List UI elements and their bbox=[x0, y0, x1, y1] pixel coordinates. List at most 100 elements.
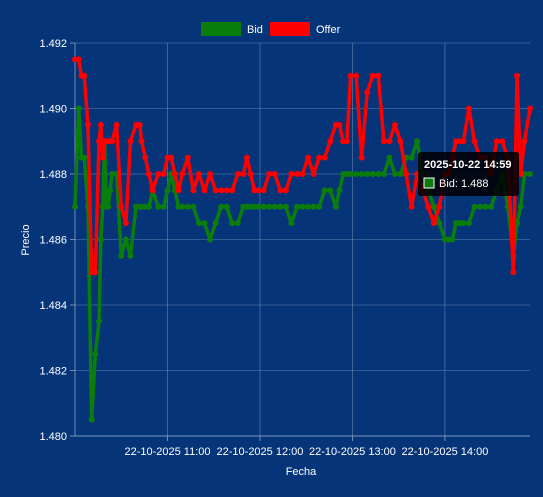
data-point-bid[interactable] bbox=[310, 203, 317, 210]
data-point-bid[interactable] bbox=[145, 203, 152, 210]
data-point-offer[interactable] bbox=[369, 72, 376, 79]
data-point-offer[interactable] bbox=[127, 138, 134, 145]
data-point-bid[interactable] bbox=[380, 171, 387, 177]
data-point-bid[interactable] bbox=[414, 138, 421, 145]
data-point-offer[interactable] bbox=[201, 187, 208, 194]
data-point-bid[interactable] bbox=[97, 236, 104, 243]
data-point-bid[interactable] bbox=[81, 154, 88, 161]
data-point-bid[interactable] bbox=[271, 203, 278, 210]
data-point-bid[interactable] bbox=[386, 154, 393, 161]
data-point-offer[interactable] bbox=[118, 203, 125, 210]
data-point-bid[interactable] bbox=[436, 220, 443, 227]
data-point-offer[interactable] bbox=[517, 171, 524, 177]
data-point-bid[interactable] bbox=[305, 203, 312, 210]
data-point-offer[interactable] bbox=[218, 187, 225, 194]
data-point-offer[interactable] bbox=[244, 154, 251, 161]
data-point-bid[interactable] bbox=[72, 203, 78, 210]
data-point-offer[interactable] bbox=[375, 72, 382, 79]
data-point-offer[interactable] bbox=[96, 138, 103, 145]
data-point-offer[interactable] bbox=[321, 154, 328, 161]
data-point-bid[interactable] bbox=[391, 171, 398, 177]
data-point-offer[interactable] bbox=[403, 171, 410, 177]
data-point-offer[interactable] bbox=[436, 203, 443, 210]
data-point-offer[interactable] bbox=[168, 154, 175, 161]
data-point-offer[interactable] bbox=[212, 187, 219, 194]
data-point-offer[interactable] bbox=[386, 138, 393, 145]
data-point-offer[interactable] bbox=[271, 171, 278, 177]
data-point-bid[interactable] bbox=[299, 203, 306, 210]
data-point-bid[interactable] bbox=[465, 220, 472, 227]
data-point-offer[interactable] bbox=[175, 187, 182, 194]
data-point-bid[interactable] bbox=[118, 252, 125, 259]
data-point-offer[interactable] bbox=[471, 138, 478, 145]
data-point-bid[interactable] bbox=[332, 203, 339, 210]
data-point-offer[interactable] bbox=[266, 171, 273, 177]
data-point-bid[interactable] bbox=[201, 220, 208, 227]
data-point-bid[interactable] bbox=[92, 351, 99, 358]
data-point-bid[interactable] bbox=[293, 203, 300, 210]
data-point-bid[interactable] bbox=[449, 236, 456, 243]
data-point-offer[interactable] bbox=[391, 121, 398, 128]
data-point-bid[interactable] bbox=[164, 187, 171, 194]
data-point-offer[interactable] bbox=[293, 171, 300, 177]
data-point-offer[interactable] bbox=[223, 187, 230, 194]
data-point-bid[interactable] bbox=[207, 236, 214, 243]
data-point-offer[interactable] bbox=[465, 105, 472, 112]
data-point-offer[interactable] bbox=[255, 187, 262, 194]
data-point-bid[interactable] bbox=[358, 171, 365, 177]
data-point-bid[interactable] bbox=[375, 171, 382, 177]
data-point-offer[interactable] bbox=[195, 171, 202, 177]
data-point-offer[interactable] bbox=[171, 171, 178, 177]
data-point-offer[interactable] bbox=[122, 220, 129, 227]
data-point-offer[interactable] bbox=[97, 121, 104, 128]
data-point-offer[interactable] bbox=[347, 72, 354, 79]
data-point-offer[interactable] bbox=[527, 105, 533, 112]
data-point-bid[interactable] bbox=[277, 203, 284, 210]
data-point-bid[interactable] bbox=[266, 203, 273, 210]
data-point-bid[interactable] bbox=[517, 203, 524, 210]
data-point-bid[interactable] bbox=[364, 171, 371, 177]
data-point-offer[interactable] bbox=[142, 154, 149, 161]
data-point-bid[interactable] bbox=[430, 203, 437, 210]
data-point-offer[interactable] bbox=[277, 187, 284, 194]
data-point-offer[interactable] bbox=[282, 187, 289, 194]
data-point-offer[interactable] bbox=[81, 72, 88, 79]
data-point-bid[interactable] bbox=[160, 203, 167, 210]
data-point-offer[interactable] bbox=[460, 138, 467, 145]
data-point-offer[interactable] bbox=[240, 171, 247, 177]
data-point-bid[interactable] bbox=[75, 105, 82, 112]
data-point-offer[interactable] bbox=[207, 171, 214, 177]
data-point-bid[interactable] bbox=[184, 203, 191, 210]
data-point-bid[interactable] bbox=[282, 203, 289, 210]
data-point-bid[interactable] bbox=[288, 220, 295, 227]
data-point-offer[interactable] bbox=[108, 138, 115, 145]
data-point-offer[interactable] bbox=[430, 220, 437, 227]
data-point-bid[interactable] bbox=[105, 203, 112, 210]
legend-item-offer[interactable]: Offer bbox=[270, 22, 341, 36]
legend[interactable]: Bid Offer bbox=[201, 22, 341, 36]
data-point-bid[interactable] bbox=[190, 203, 197, 210]
data-point-bid[interactable] bbox=[223, 203, 230, 210]
data-point-offer[interactable] bbox=[113, 121, 120, 128]
data-point-bid[interactable] bbox=[327, 187, 334, 194]
data-point-bid[interactable] bbox=[155, 203, 162, 210]
data-point-bid[interactable] bbox=[255, 203, 262, 210]
data-point-bid[interactable] bbox=[107, 187, 114, 194]
data-point-offer[interactable] bbox=[75, 56, 82, 63]
data-point-offer[interactable] bbox=[184, 154, 191, 161]
data-point-offer[interactable] bbox=[510, 269, 517, 276]
data-point-offer[interactable] bbox=[229, 187, 236, 194]
data-point-bid[interactable] bbox=[397, 171, 404, 177]
data-point-bid[interactable] bbox=[488, 203, 495, 210]
data-point-bid[interactable] bbox=[321, 187, 328, 194]
data-point-bid[interactable] bbox=[477, 203, 484, 210]
data-point-offer[interactable] bbox=[521, 138, 528, 145]
data-point-offer[interactable] bbox=[247, 171, 254, 177]
data-point-offer[interactable] bbox=[397, 138, 404, 145]
data-point-bid[interactable] bbox=[108, 171, 115, 177]
data-point-offer[interactable] bbox=[92, 269, 99, 276]
data-point-offer[interactable] bbox=[353, 72, 360, 79]
data-point-offer[interactable] bbox=[493, 138, 500, 145]
data-point-offer[interactable] bbox=[499, 138, 506, 145]
data-point-bid[interactable] bbox=[336, 187, 343, 194]
